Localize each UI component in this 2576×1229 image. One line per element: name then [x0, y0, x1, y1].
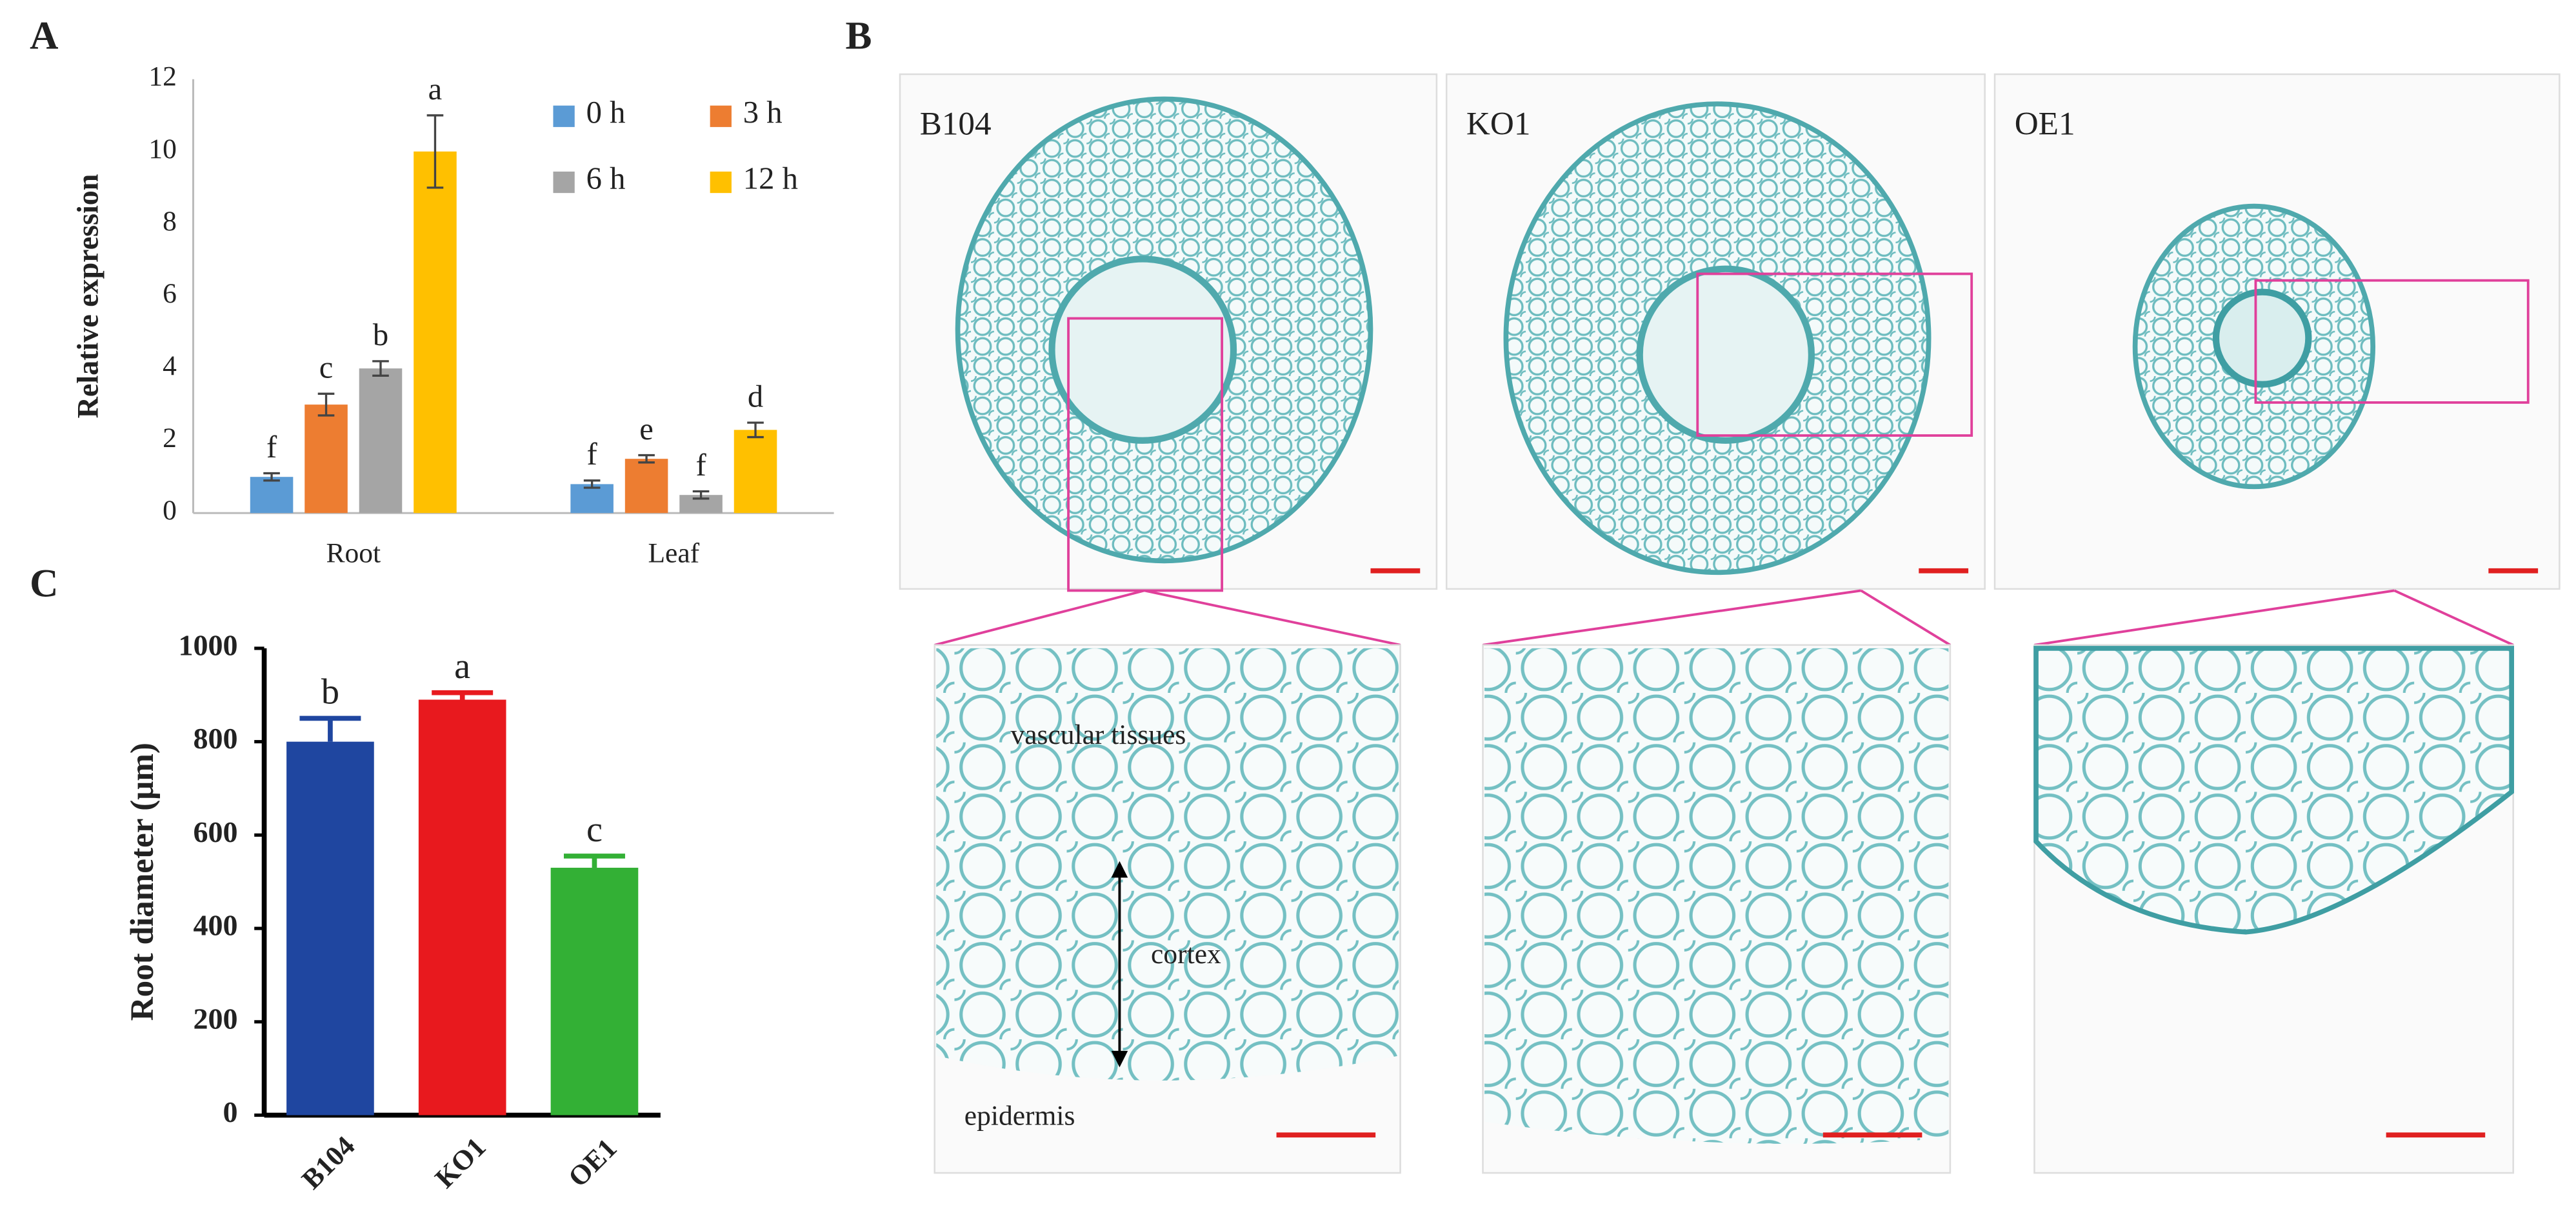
micrograph-label: OE1	[2015, 106, 2075, 143]
significance-label: b	[373, 317, 388, 352]
y-tick-label: 10	[148, 134, 177, 165]
y-tick-label: 800	[194, 722, 238, 755]
bar	[624, 459, 668, 514]
y-tick-label: 6	[163, 278, 177, 309]
y-tick-label: 0	[223, 1095, 238, 1128]
significance-label: a	[428, 72, 443, 106]
x-tick-label: Root	[326, 538, 381, 569]
y-tick-label: 4	[163, 350, 177, 381]
vascular-ring	[1048, 255, 1237, 444]
x-tick-label: KO1	[429, 1132, 492, 1194]
y-tick-label: 2	[163, 423, 177, 454]
y-tick-label: 8	[163, 206, 177, 237]
bar	[286, 741, 374, 1115]
legend-swatch	[710, 171, 732, 194]
error-bar	[563, 854, 625, 868]
panel-label: B	[846, 14, 872, 57]
legend-swatch	[553, 105, 575, 127]
x-tick-label: B104	[296, 1130, 361, 1195]
bar	[570, 484, 614, 514]
error-bar	[692, 490, 710, 500]
y-tick-label: 12	[148, 61, 177, 92]
error-bar	[638, 454, 655, 464]
y-tick-label: 0	[163, 495, 177, 526]
significance-label: d	[748, 379, 763, 414]
legend-label: 12 h	[743, 161, 798, 195]
vascular-ring	[1636, 265, 1815, 444]
significance-label: f	[695, 448, 706, 483]
bar	[550, 868, 639, 1115]
micrograph-label: B104	[920, 106, 992, 143]
significance-label: c	[319, 350, 334, 385]
significance-label: e	[639, 412, 654, 446]
significance-label: c	[586, 810, 603, 850]
vascular-ring	[2212, 288, 2312, 388]
micrographs: B104 KO1 OE1 vascular tissues cortex epi…	[899, 73, 2561, 1174]
y-tick-label: 200	[194, 1002, 238, 1035]
tissue	[2033, 646, 2515, 935]
error-bar	[317, 392, 335, 417]
panel-label: C	[30, 561, 58, 605]
error-bar	[263, 472, 280, 482]
significance-label: a	[454, 646, 470, 686]
annotation: vascular tissues	[1010, 719, 1186, 750]
panel-label: A	[30, 14, 58, 57]
y-axis-label: Root diameter (μm)	[124, 743, 161, 1021]
y-axis-label: Relative expression	[71, 174, 104, 419]
legend-swatch	[710, 105, 732, 127]
legend-label: 3 h	[743, 95, 783, 130]
y-tick-label: 600	[194, 815, 238, 848]
bar	[418, 699, 506, 1115]
zoom-box	[934, 272, 2530, 646]
micrograph-label: KO1	[1466, 106, 1531, 143]
error-bar	[299, 715, 361, 742]
error-bar	[426, 114, 444, 189]
significance-label: f	[587, 437, 598, 472]
x-tick-label: Leaf	[648, 538, 699, 569]
legend-label: 0 h	[586, 95, 626, 130]
bar	[250, 477, 294, 514]
x-tick-label: OE1	[563, 1133, 623, 1194]
legend-swatch	[553, 171, 575, 194]
tissue	[936, 648, 1399, 1081]
scale-bar	[1276, 568, 2539, 1138]
annotation: epidermis	[964, 1101, 1075, 1132]
bar	[359, 368, 403, 514]
y-tick-label: 1000	[178, 628, 237, 661]
error-bar	[747, 421, 764, 439]
bar	[305, 405, 348, 514]
error-bar	[432, 690, 494, 700]
error-bar	[372, 360, 389, 377]
y-tick-label: 400	[194, 909, 238, 942]
bar	[734, 430, 777, 514]
annotation: cortex	[1151, 939, 1221, 970]
tissue	[1484, 648, 1949, 1144]
legend-label: 6 h	[586, 161, 626, 195]
significance-label: b	[321, 672, 339, 712]
bar	[414, 151, 457, 514]
error-bar	[583, 479, 601, 489]
significance-label: f	[266, 430, 277, 465]
